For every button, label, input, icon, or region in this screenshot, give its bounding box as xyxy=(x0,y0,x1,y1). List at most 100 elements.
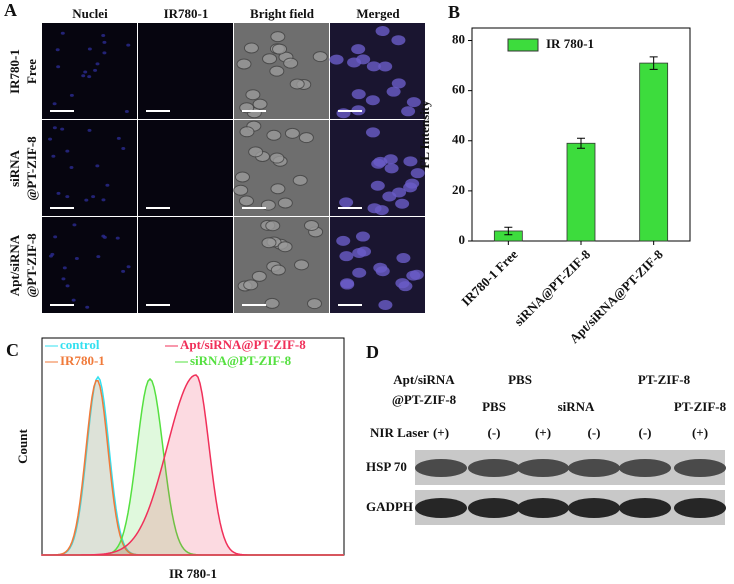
column-header: Nuclei xyxy=(72,6,108,21)
cell xyxy=(87,75,92,79)
cell xyxy=(95,164,100,168)
cell xyxy=(236,58,252,70)
cell xyxy=(96,255,101,259)
cell xyxy=(233,184,249,196)
column-header: PT-ZIF-8 xyxy=(674,399,727,414)
cell xyxy=(270,264,286,276)
column-header: @PT-ZIF-8 xyxy=(392,392,457,407)
cell xyxy=(102,235,107,239)
cell xyxy=(61,277,66,281)
cell xyxy=(238,195,254,207)
cell xyxy=(336,108,351,119)
band xyxy=(415,459,467,477)
band xyxy=(568,498,620,518)
cell xyxy=(375,26,390,37)
cell xyxy=(262,53,278,65)
cell xyxy=(270,183,286,195)
error-bar xyxy=(504,226,513,236)
cell xyxy=(124,109,129,113)
cell xyxy=(62,266,67,270)
cell xyxy=(243,42,259,54)
cell xyxy=(398,281,413,292)
cell xyxy=(52,126,57,130)
band xyxy=(674,459,726,477)
cell xyxy=(371,158,386,169)
y-axis-label: Count xyxy=(15,428,30,463)
column-header: PT-ZIF-8 xyxy=(638,372,691,387)
micrograph xyxy=(42,120,137,216)
cell xyxy=(239,126,255,138)
column-header: Bright field xyxy=(250,6,315,21)
cell xyxy=(373,262,388,273)
cell xyxy=(69,93,74,97)
cell xyxy=(378,300,393,311)
cell xyxy=(72,223,77,227)
cell xyxy=(81,74,86,78)
laser-sign: (+) xyxy=(692,425,708,440)
cell xyxy=(406,97,421,108)
cell xyxy=(270,31,286,43)
cell xyxy=(277,197,293,209)
laser-sign: (-) xyxy=(639,425,652,440)
row-label: @PT-ZIF-8 xyxy=(24,136,39,201)
band xyxy=(674,498,726,518)
column-header: siRNA xyxy=(558,399,595,414)
micrograph xyxy=(138,23,233,119)
cell xyxy=(55,48,60,52)
band xyxy=(517,459,569,477)
cell xyxy=(357,246,372,257)
cell xyxy=(48,254,53,258)
cell xyxy=(74,256,79,260)
band xyxy=(517,498,569,518)
legend-label: siRNA@PT-ZIF-8 xyxy=(190,353,292,368)
cell xyxy=(283,57,299,69)
cell xyxy=(116,136,121,140)
cell xyxy=(347,57,362,68)
cell xyxy=(378,61,393,72)
cell xyxy=(126,265,131,269)
cell xyxy=(60,31,65,35)
cell xyxy=(105,183,110,187)
cell xyxy=(272,43,288,55)
cell xyxy=(339,197,354,208)
legend-swatch xyxy=(507,38,539,52)
cell xyxy=(298,132,314,144)
y-tick-label: 40 xyxy=(452,132,465,147)
band xyxy=(568,459,620,477)
cell xyxy=(269,65,285,77)
cell xyxy=(336,235,351,246)
cell xyxy=(355,231,370,242)
cell xyxy=(87,128,92,132)
cell xyxy=(101,198,106,202)
cell xyxy=(95,62,100,66)
y-tick-label: 60 xyxy=(452,82,465,97)
band xyxy=(468,459,520,477)
cell xyxy=(69,166,74,170)
blot-label: GADPH xyxy=(366,499,413,514)
cell xyxy=(352,267,367,278)
cell xyxy=(351,44,366,55)
cell xyxy=(248,146,264,158)
cell xyxy=(71,298,76,302)
cell xyxy=(84,198,89,202)
cell xyxy=(366,61,381,72)
legend-label: IR 780-1 xyxy=(546,36,594,51)
cell xyxy=(53,235,58,239)
band xyxy=(619,498,671,518)
micrograph xyxy=(42,23,137,119)
x-axis-label: IR 780-1 xyxy=(169,566,217,581)
cell xyxy=(102,40,107,44)
cell xyxy=(121,269,126,273)
laser-sign: (-) xyxy=(488,425,501,440)
panel-label: B xyxy=(448,2,460,22)
cell xyxy=(266,129,282,141)
column-header: IR780-1 xyxy=(164,6,209,21)
y-axis-label: FL Intensity xyxy=(417,100,432,169)
laser-sign: (+) xyxy=(433,425,449,440)
error-bar xyxy=(649,56,658,70)
cell xyxy=(56,65,61,69)
